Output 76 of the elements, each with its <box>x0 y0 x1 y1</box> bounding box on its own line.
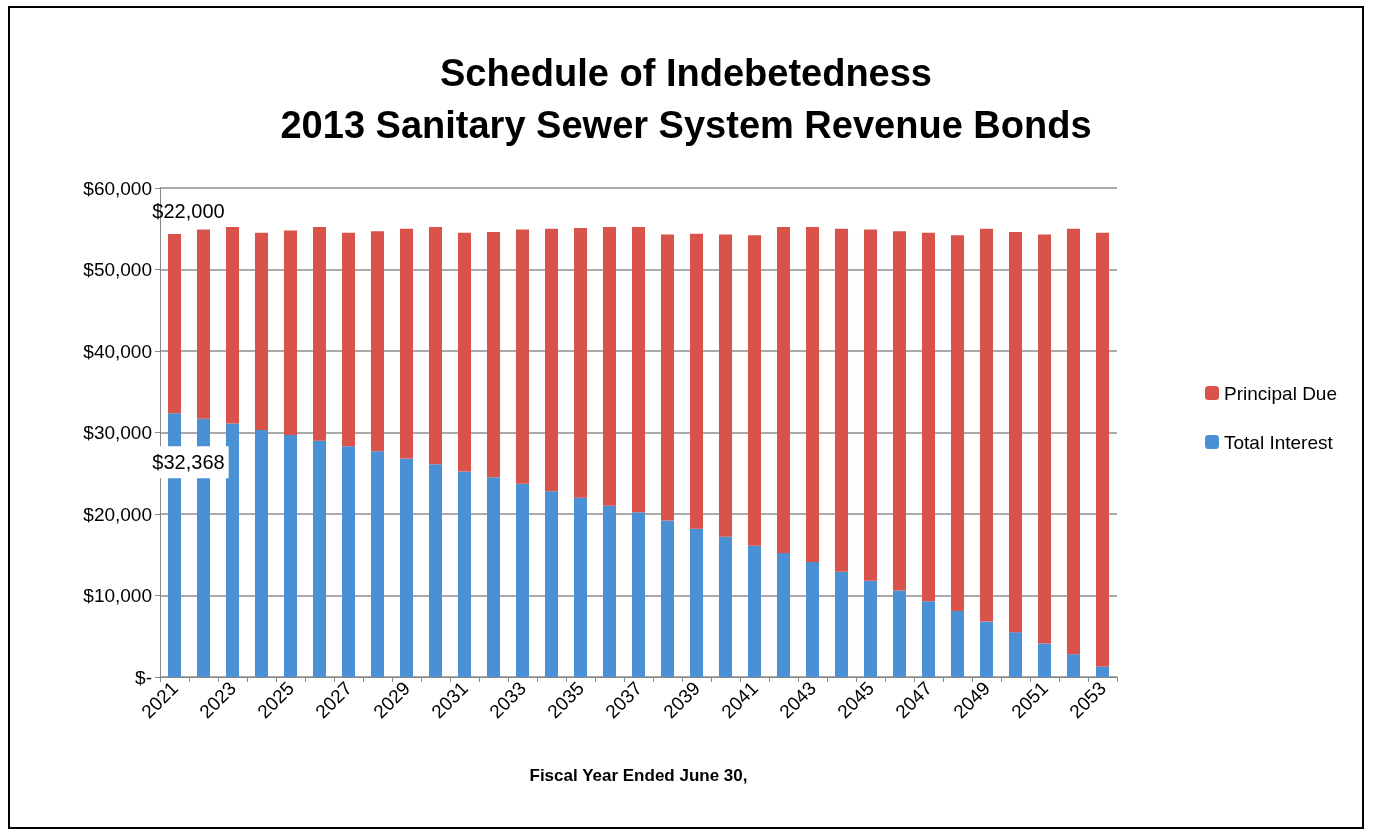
bar <box>370 451 385 677</box>
bar <box>573 227 588 498</box>
bar <box>979 228 994 622</box>
bar <box>979 621 994 677</box>
bar <box>341 446 356 677</box>
bar <box>167 233 182 414</box>
bar <box>573 497 588 677</box>
bar <box>776 553 791 677</box>
bar <box>805 227 820 563</box>
bar <box>486 232 501 478</box>
bar <box>283 434 298 677</box>
bar <box>660 234 675 521</box>
y-tick-label: $50,000 <box>83 259 152 280</box>
bar <box>1008 632 1023 677</box>
bar <box>1066 654 1081 677</box>
bar <box>283 230 298 435</box>
bar <box>950 610 965 677</box>
bar <box>544 491 559 677</box>
data-label: $22,000 <box>152 199 225 222</box>
bar <box>863 580 878 677</box>
bar <box>776 227 791 554</box>
bar <box>457 471 472 677</box>
bar <box>225 227 240 424</box>
bar <box>892 590 907 677</box>
bar <box>718 234 733 537</box>
bar <box>689 528 704 677</box>
bar <box>747 545 762 677</box>
bar <box>428 464 443 677</box>
bar <box>834 228 849 572</box>
bar <box>602 505 617 677</box>
y-tick-label: $60,000 <box>83 177 152 199</box>
y-tick-label: $20,000 <box>83 503 152 525</box>
bar <box>950 235 965 611</box>
bar <box>312 227 327 441</box>
bar <box>254 430 269 677</box>
bar <box>486 477 501 677</box>
bar <box>1095 232 1110 667</box>
bar <box>747 235 762 546</box>
bar <box>834 571 849 677</box>
bar <box>660 520 675 677</box>
bar <box>631 227 646 513</box>
bar <box>399 228 414 459</box>
bar <box>1095 666 1110 677</box>
bar <box>428 227 443 465</box>
bar <box>254 232 269 431</box>
bar <box>312 440 327 677</box>
bar <box>631 512 646 677</box>
bar <box>1037 234 1052 644</box>
y-tick-label: $30,000 <box>83 422 152 443</box>
legend-label: Principal Due <box>1224 382 1337 404</box>
bar <box>805 562 820 677</box>
bar <box>341 232 356 447</box>
data-label: $32,368 <box>152 451 225 474</box>
bar <box>544 228 559 492</box>
bar <box>921 232 936 602</box>
bar <box>863 229 878 581</box>
bar <box>602 227 617 506</box>
legend-label: Total Interest <box>1224 431 1334 453</box>
bar <box>1008 232 1023 633</box>
bar <box>1066 228 1081 655</box>
bar <box>515 483 530 677</box>
bar <box>689 233 704 529</box>
bar <box>921 601 936 677</box>
bar <box>370 231 385 452</box>
bar <box>718 536 733 677</box>
y-tick-label: $40,000 <box>83 340 152 362</box>
bar <box>225 423 240 677</box>
chart-title: Schedule of Indebetedness 2013 Sanitary Sewer System Revenue Bonds <box>280 52 1092 146</box>
y-tick-label: $10,000 <box>83 585 152 606</box>
bar <box>892 231 907 591</box>
bar <box>399 458 414 677</box>
x-axis-title: Fiscal Year Ended June 30, <box>529 766 748 785</box>
bar <box>457 232 472 472</box>
bar <box>515 229 530 484</box>
bar <box>1037 643 1052 677</box>
bar <box>196 229 211 419</box>
